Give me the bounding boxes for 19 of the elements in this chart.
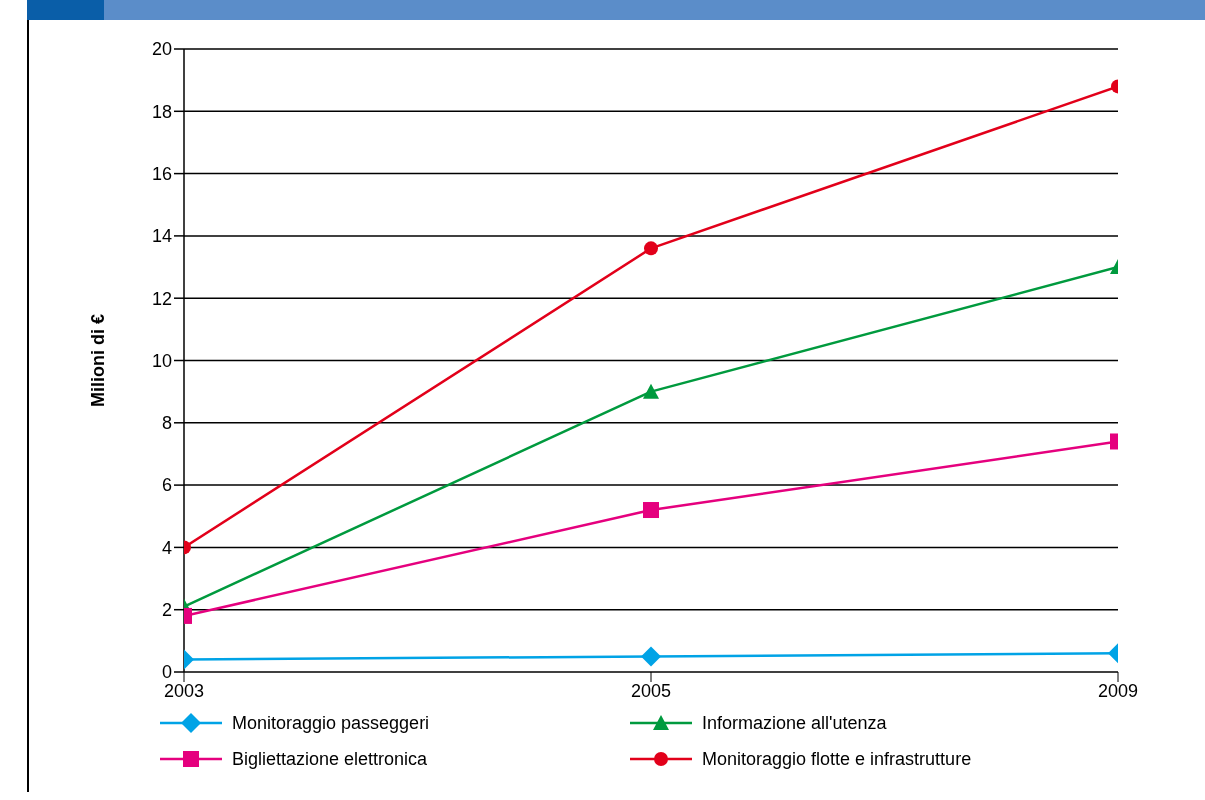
x-tick-label: 2003 bbox=[163, 680, 205, 701]
legend-label: Informazione all'utenza bbox=[702, 712, 887, 734]
y-tick-label: 2 bbox=[161, 600, 172, 621]
legend-label: Monitoraggio flotte e infrastrutture bbox=[702, 748, 972, 770]
y-tick-label: 0 bbox=[161, 662, 172, 683]
x-tick-label: 2005 bbox=[630, 680, 672, 701]
y-tick-label: 10 bbox=[151, 350, 172, 371]
y-tick-label: 8 bbox=[161, 413, 172, 434]
y-axis-title: Milioni di € bbox=[88, 314, 109, 407]
y-tick-label: 12 bbox=[151, 288, 172, 309]
y-tick-label: 18 bbox=[151, 101, 172, 122]
x-tick-label: 2009 bbox=[1097, 680, 1139, 701]
legend-label: Monitoraggio passeggeri bbox=[232, 712, 430, 734]
y-tick-label: 14 bbox=[151, 226, 172, 247]
y-tick-label: 4 bbox=[161, 537, 172, 558]
y-tick-label: 6 bbox=[161, 475, 172, 496]
legend-label: Bigliettazione elettronica bbox=[232, 748, 428, 770]
y-tick-label: 20 bbox=[151, 39, 172, 60]
y-tick-label: 16 bbox=[151, 163, 172, 184]
